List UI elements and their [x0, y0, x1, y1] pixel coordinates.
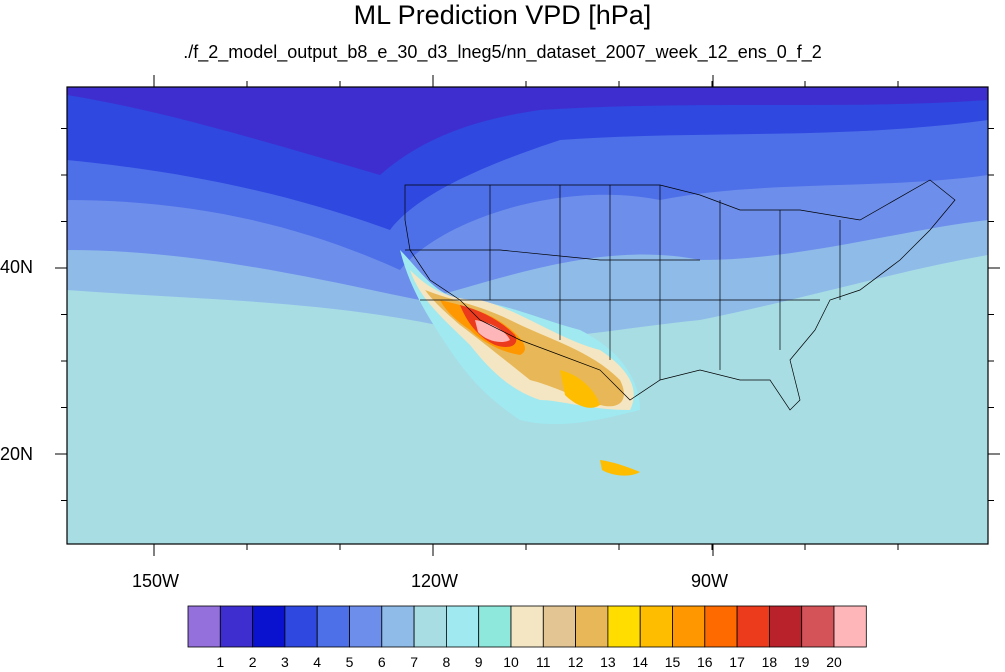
colorbar-swatch [413, 605, 447, 648]
colorbar-label: 11 [536, 654, 551, 670]
colorbar-label: 8 [442, 654, 451, 670]
colorbar-label: 14 [632, 654, 648, 670]
y-tick-40n: 40N [0, 257, 34, 277]
colorbar-swatch [607, 605, 641, 648]
colorbar-swatch [510, 605, 544, 648]
colorbar-label: 15 [664, 654, 681, 670]
coastlines [404, 179, 956, 411]
colorbar-swatch [704, 605, 738, 648]
colorbar-label: 19 [793, 654, 810, 670]
x-tick-120w: 120W [411, 571, 459, 591]
colorbar-label: 5 [345, 654, 354, 670]
colorbar-swatch [672, 605, 706, 648]
colorbar-swatch [542, 605, 576, 648]
colorbar-label: 16 [697, 654, 713, 670]
colorbar-label: 7 [410, 654, 418, 670]
colorbar-swatch [252, 605, 286, 648]
vpd-field [67, 87, 988, 544]
x-tick-90w: 90W [691, 571, 729, 591]
colorbar-label: 3 [280, 654, 289, 670]
colorbar-swatch [833, 605, 867, 648]
colorbar-swatch [478, 605, 512, 648]
colorbar-swatch [219, 605, 254, 648]
colorbar-label: 18 [761, 654, 778, 670]
chart-subtitle: ./f_2_model_output_b8_e_30_d3_lneg5/nn_d… [183, 42, 822, 62]
colorbar-swatch [381, 605, 415, 648]
colorbar-swatch [801, 605, 835, 648]
axis-ticks [55, 75, 1000, 556]
colorbar-swatch [769, 605, 803, 648]
colorbar-label: 2 [248, 654, 257, 670]
colorbar-swatch [349, 605, 383, 648]
colorbar-swatch [445, 605, 480, 648]
x-tick-150w: 150W [132, 571, 180, 591]
colorbar-label: 4 [313, 654, 322, 670]
map-frame [66, 86, 989, 545]
y-tick-20n: 20N [0, 444, 34, 464]
colorbar-swatch [575, 605, 609, 648]
colorbar-label: 13 [600, 654, 616, 670]
colorbar-label: 20 [826, 654, 842, 670]
colorbar-swatch [284, 605, 318, 648]
colorbar-swatch [736, 605, 770, 648]
colorbar-swatch [187, 605, 221, 648]
colorbar-label: 9 [474, 654, 483, 670]
colorbar-swatch [316, 605, 350, 648]
colorbar-label: 17 [729, 654, 745, 670]
colorbar-label: 10 [503, 654, 519, 670]
colorbar-label: 12 [567, 654, 584, 670]
colorbar [187, 605, 867, 648]
chart-title: ML Prediction VPD [hPa] [353, 0, 652, 30]
colorbar-swatch [639, 605, 673, 648]
colorbar-label: 6 [377, 654, 386, 670]
colorbar-label: 1 [216, 654, 225, 670]
